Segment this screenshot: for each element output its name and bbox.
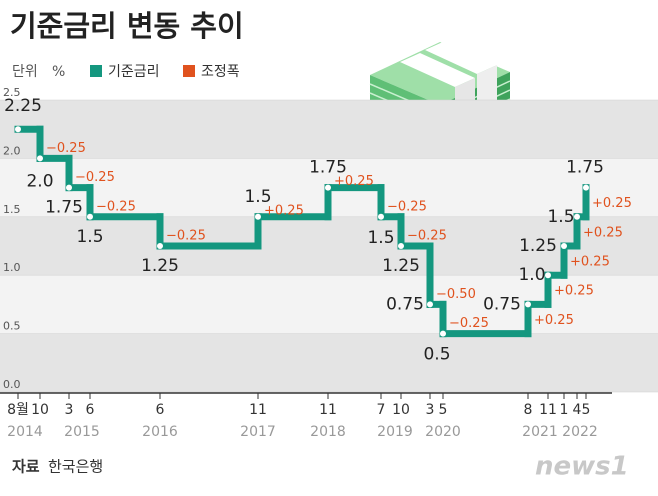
point xyxy=(561,243,567,249)
point xyxy=(574,213,580,220)
change-label: +0.25 xyxy=(592,196,632,211)
point xyxy=(398,243,404,249)
x-tick-label: 7 xyxy=(377,402,386,418)
change-label: +0.25 xyxy=(534,313,574,328)
value-label: 1.0 xyxy=(518,265,545,285)
title: 기준금리 변동 추이 xyxy=(10,9,244,43)
change-label: −0.25 xyxy=(449,316,489,331)
value-label: 1.75 xyxy=(45,198,83,218)
x-tick-label: 3 xyxy=(65,402,74,418)
x-tick-label: 6 xyxy=(86,402,95,418)
legend-swatch xyxy=(183,65,195,77)
point xyxy=(378,213,384,220)
value-label: 1.25 xyxy=(141,256,179,276)
legend-swatch xyxy=(90,65,102,77)
source: 한국은행 xyxy=(48,458,103,476)
x-tick-label: 11 xyxy=(249,402,267,418)
point xyxy=(525,301,531,308)
band xyxy=(0,216,658,276)
value-label: 1.75 xyxy=(309,158,347,178)
y-tick-label: 0.0 xyxy=(3,378,21,391)
change-label: −0.25 xyxy=(387,199,427,214)
unit: % xyxy=(52,64,65,80)
change-label: −0.25 xyxy=(96,199,136,214)
point xyxy=(87,213,93,220)
value-label: 0.75 xyxy=(386,294,424,314)
y-tick-label: 2.5 xyxy=(3,86,21,99)
x-tick-label: 6 xyxy=(156,402,165,418)
year-label: 2015 xyxy=(64,424,100,440)
unit-label: 단위 xyxy=(12,64,38,80)
year-label: 2017 xyxy=(240,424,276,440)
value-label: 1.5 xyxy=(367,228,394,248)
value-label: 1.5 xyxy=(244,187,271,207)
y-tick-label: 0.5 xyxy=(3,320,21,333)
point xyxy=(37,155,43,162)
x-tick-label: 1 xyxy=(560,402,569,418)
year-label: 2022 xyxy=(562,424,598,440)
change-label: +0.25 xyxy=(554,284,594,299)
value-label: 2.25 xyxy=(4,96,42,116)
value-label: 2.0 xyxy=(26,171,53,191)
point xyxy=(545,272,551,279)
y-tick-label: 2.0 xyxy=(3,144,21,157)
year-label: 2020 xyxy=(425,424,461,440)
change-label: −0.25 xyxy=(166,229,206,244)
band xyxy=(0,333,658,392)
value-label: 0.5 xyxy=(423,345,450,365)
point xyxy=(157,243,163,249)
point xyxy=(583,184,589,191)
point xyxy=(15,126,21,133)
x-tick-label: 8월 xyxy=(7,402,29,418)
change-label: −0.25 xyxy=(46,141,86,156)
x-tick-label: 5 xyxy=(439,402,448,418)
x-tick-label: 11 xyxy=(319,402,337,418)
point xyxy=(255,213,261,220)
value-label: 1.5 xyxy=(76,227,103,247)
change-label: +0.25 xyxy=(334,174,374,189)
source-label: 자료 xyxy=(12,458,40,476)
value-label: 1.75 xyxy=(566,158,604,178)
value-label: 0.75 xyxy=(483,294,521,314)
x-tick-label: 4 xyxy=(573,402,582,418)
point xyxy=(427,301,433,308)
point xyxy=(440,330,446,337)
value-label: 1.25 xyxy=(519,236,557,256)
legend-label: 기준금리 xyxy=(108,64,160,80)
change-label: +0.25 xyxy=(264,203,304,218)
y-tick-label: 1.0 xyxy=(3,261,21,274)
change-label: −0.25 xyxy=(407,229,447,244)
x-tick-label: 8 xyxy=(524,402,533,418)
value-label: 1.25 xyxy=(382,256,420,276)
year-label: 2021 xyxy=(522,424,558,440)
value-label: 1.5 xyxy=(547,207,574,227)
year-label: 2014 xyxy=(7,424,43,440)
change-label: −0.25 xyxy=(75,170,115,185)
logo: news1 xyxy=(535,452,629,482)
legend-label: 조정폭 xyxy=(201,64,240,80)
year-label: 2018 xyxy=(310,424,346,440)
year-label: 2016 xyxy=(142,424,178,440)
change-label: −0.50 xyxy=(436,287,476,302)
year-label: 2019 xyxy=(377,424,413,440)
x-tick-label: 10 xyxy=(392,402,410,418)
y-tick-label: 1.5 xyxy=(3,203,21,216)
x-tick-label: 3 xyxy=(426,402,435,418)
x-tick-label: 11 xyxy=(539,402,557,418)
change-label: +0.25 xyxy=(583,225,623,240)
point xyxy=(66,184,72,191)
x-tick-label: 10 xyxy=(31,402,49,418)
change-label: +0.25 xyxy=(570,255,610,270)
band xyxy=(0,100,658,159)
point xyxy=(325,184,331,191)
x-tick-label: 5 xyxy=(582,402,591,418)
